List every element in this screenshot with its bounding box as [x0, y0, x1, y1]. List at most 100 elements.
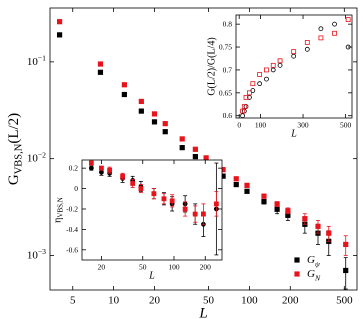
- point: [318, 35, 324, 41]
- point: [192, 154, 198, 160]
- point: [244, 182, 250, 188]
- y-tick-label: 10−2: [27, 150, 46, 165]
- point: [332, 30, 337, 36]
- x-axis-label: L: [290, 129, 297, 140]
- point: [192, 211, 198, 217]
- point: [121, 82, 127, 88]
- y-tick-label-part: 10: [27, 153, 39, 165]
- point: [151, 191, 157, 197]
- y-tick-label: 0.75: [219, 43, 232, 52]
- x-tick-label: 50: [203, 294, 215, 306]
- point: [97, 61, 104, 67]
- legend-label-script: ψ: [315, 259, 320, 268]
- point: [56, 32, 63, 38]
- x-tick-label: 50: [139, 263, 147, 272]
- inset-background: [236, 15, 352, 118]
- point: [244, 188, 250, 194]
- point: [274, 206, 280, 212]
- point: [162, 129, 168, 135]
- point: [213, 201, 219, 207]
- x-tick-label: 300: [297, 121, 309, 130]
- legend-label-part: G: [307, 268, 315, 280]
- point: [120, 173, 126, 179]
- point: [304, 46, 310, 52]
- y-tick-label: 0.7: [223, 65, 233, 74]
- point: [88, 160, 94, 166]
- point: [257, 72, 263, 77]
- y-tick-label-script: −3: [38, 247, 46, 256]
- y-axis-label-script: VBS,N: [13, 143, 24, 174]
- y-tick-label-script: −1: [38, 53, 46, 62]
- x-tick-label: 100: [168, 263, 180, 272]
- y-tick-label: 0.65: [219, 88, 232, 97]
- legend-marker: [294, 257, 300, 263]
- y-axis-label-part: η: [52, 218, 63, 223]
- point: [233, 181, 239, 188]
- y-axis-label-part: G: [6, 174, 22, 185]
- x-tick-label: 20: [149, 294, 161, 306]
- legend-label: GN: [307, 268, 321, 282]
- point: [332, 21, 337, 27]
- point: [107, 167, 113, 173]
- legend-label-script: N: [314, 273, 321, 282]
- y-tick-label: 0.8: [223, 20, 233, 29]
- point: [318, 26, 324, 32]
- point: [270, 67, 276, 73]
- point: [130, 181, 136, 186]
- point: [169, 198, 175, 204]
- x-tick-label: 500: [336, 294, 353, 306]
- x-tick-label: 200: [282, 294, 299, 306]
- point: [264, 76, 269, 82]
- inset-background: [82, 160, 222, 260]
- y-tick-label: -0.2: [66, 204, 78, 213]
- point: [302, 216, 308, 222]
- x-tick-label: 5: [70, 294, 76, 306]
- point: [233, 176, 239, 182]
- point: [277, 62, 283, 68]
- y-tick-label-part: 10: [27, 56, 39, 68]
- point: [345, 17, 351, 22]
- point: [201, 211, 206, 217]
- point: [179, 145, 185, 151]
- x-tick-label: 0: [237, 121, 241, 130]
- point: [97, 69, 104, 75]
- y-tick-label-part: 10: [27, 249, 39, 261]
- y-axis-label-part: (L/2): [6, 113, 22, 144]
- point: [345, 44, 351, 50]
- y-axis-label: GVBS,N(L/2): [6, 113, 24, 185]
- point: [240, 108, 245, 114]
- x-tick-label: 200: [200, 263, 212, 272]
- point: [261, 193, 267, 199]
- y-tick-label: 10−1: [27, 53, 46, 68]
- y-tick-label: 0: [74, 184, 78, 193]
- y-axis-label: ηVBS,N: [52, 197, 65, 223]
- point: [247, 90, 252, 96]
- x-tick-label: 100: [241, 294, 258, 306]
- point: [203, 155, 209, 161]
- point: [138, 108, 144, 114]
- point: [99, 165, 104, 171]
- legend-label-part: G: [307, 254, 315, 266]
- point: [151, 111, 158, 117]
- point: [270, 62, 276, 68]
- point: [161, 196, 167, 202]
- plot-frame: [81, 159, 223, 261]
- point: [241, 104, 247, 109]
- point: [243, 95, 249, 100]
- point: [326, 230, 332, 236]
- point: [179, 136, 185, 142]
- y-tick-label: -0.4: [66, 225, 78, 234]
- point: [343, 267, 349, 274]
- y-tick-label: 10−3: [27, 247, 46, 262]
- x-tick-label: 500: [340, 121, 352, 130]
- point: [138, 98, 144, 105]
- point: [162, 121, 168, 127]
- point: [121, 91, 127, 98]
- point: [182, 206, 188, 212]
- y-tick-label: -0.6: [66, 245, 78, 254]
- point: [151, 119, 158, 125]
- legend-label: Gψ: [307, 254, 320, 268]
- point: [315, 223, 321, 229]
- point: [274, 201, 280, 207]
